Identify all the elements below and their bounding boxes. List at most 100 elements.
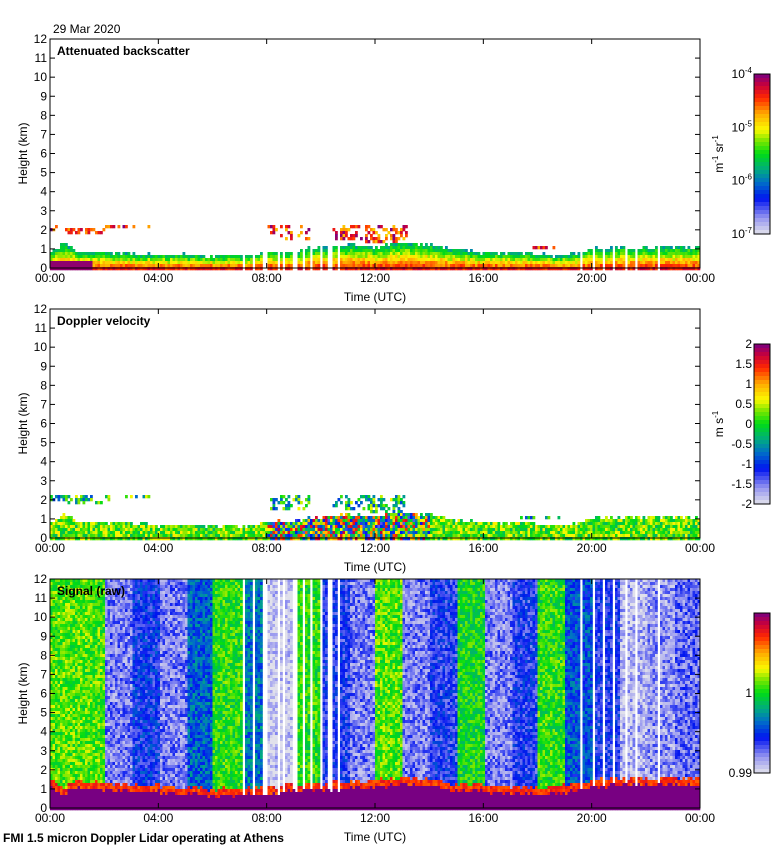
heatmap-cell xyxy=(67,660,71,664)
heatmap-cell xyxy=(637,267,641,271)
heatmap-cell xyxy=(325,255,328,259)
heatmap-cell xyxy=(650,534,653,538)
heatmap-cell xyxy=(350,225,353,229)
heatmap-cell xyxy=(62,675,66,679)
heatmap-cell xyxy=(355,534,358,538)
heatmap-cell xyxy=(55,768,58,772)
heatmap-cell xyxy=(325,534,328,538)
heatmap-cell xyxy=(450,531,453,535)
heatmap-cell xyxy=(375,525,378,529)
heatmap-cell xyxy=(265,531,268,535)
heatmap-cell xyxy=(67,699,71,703)
heatmap-cell xyxy=(55,525,58,529)
heatmap-cell xyxy=(417,261,421,265)
heatmap-cell xyxy=(67,741,71,745)
heatmap-cell xyxy=(137,525,141,529)
heatmap-cell xyxy=(575,528,578,532)
heatmap-cell xyxy=(107,264,111,268)
heatmap-cell xyxy=(102,228,106,232)
heatmap-cell xyxy=(530,528,533,532)
heatmap-cell xyxy=(145,264,148,268)
heatmap-cell xyxy=(650,267,653,271)
heatmap-cell xyxy=(52,579,56,583)
heatmap-cell xyxy=(200,528,203,532)
heatmap-cell xyxy=(565,525,568,529)
heatmap-cell xyxy=(87,267,91,271)
heatmap-cell xyxy=(137,534,141,538)
heatmap-cell xyxy=(115,252,118,256)
heatmap-cell xyxy=(55,603,58,607)
heatmap-cell xyxy=(75,528,78,532)
heatmap-cell xyxy=(505,534,508,538)
heatmap-cell xyxy=(55,591,58,595)
heatmap-cell xyxy=(597,255,601,259)
heatmap-cell xyxy=(70,792,73,796)
heatmap-cell xyxy=(437,534,441,538)
heatmap-cell xyxy=(477,525,481,529)
heatmap-cell xyxy=(420,516,423,520)
heatmap-cell xyxy=(460,249,463,253)
heatmap-cell xyxy=(50,645,53,649)
heatmap-cell xyxy=(650,519,653,523)
heatmap-cell xyxy=(200,261,203,265)
heatmap-cell xyxy=(632,531,636,535)
heatmap-cell xyxy=(132,525,136,529)
heatmap-cell xyxy=(80,648,83,652)
heatmap-cell xyxy=(522,528,526,532)
heatmap-cell xyxy=(75,648,78,652)
heatmap-cell xyxy=(82,666,86,670)
heatmap-cell xyxy=(215,261,218,265)
heatmap-cell xyxy=(72,744,76,748)
heatmap-cell xyxy=(357,249,361,253)
heatmap-cell xyxy=(135,534,138,538)
heatmap-cell xyxy=(60,261,63,265)
heatmap-cell xyxy=(395,501,398,505)
heatmap-cell xyxy=(370,501,373,505)
heatmap-cell xyxy=(50,747,53,751)
heatmap-cell xyxy=(67,744,71,748)
heatmap-cell xyxy=(307,534,311,538)
heatmap-cell xyxy=(120,267,123,271)
heatmap-cell xyxy=(572,261,576,265)
heatmap-cell xyxy=(60,267,63,271)
heatmap-cell xyxy=(177,261,181,265)
heatmap-cell xyxy=(77,606,81,610)
heatmap-cell xyxy=(602,534,606,538)
heatmap-cell xyxy=(477,537,481,541)
colorbar-segment xyxy=(754,464,770,469)
heatmap-cell xyxy=(432,261,436,265)
heatmap-cell xyxy=(100,531,103,535)
heatmap-cell xyxy=(247,528,251,532)
heatmap-cell xyxy=(345,246,348,250)
heatmap-cell xyxy=(415,255,418,259)
heatmap-cell xyxy=(52,795,56,799)
heatmap-cell xyxy=(180,531,183,535)
heatmap-cell xyxy=(380,264,383,268)
heatmap-cell xyxy=(635,534,638,538)
heatmap-cell xyxy=(317,261,321,265)
heatmap-cell xyxy=(82,696,86,700)
heatmap-cell xyxy=(252,537,256,541)
heatmap-cell xyxy=(460,255,463,259)
heatmap-cell xyxy=(77,729,81,733)
heatmap-cell xyxy=(675,246,678,250)
heatmap-cell xyxy=(575,258,578,262)
heatmap-cell xyxy=(312,531,316,535)
heatmap-cell xyxy=(52,600,56,604)
heatmap-cell xyxy=(72,750,76,754)
heatmap-cell xyxy=(57,621,61,625)
heatmap-cell xyxy=(577,528,581,532)
heatmap-cell xyxy=(462,249,466,253)
heatmap-cell xyxy=(370,261,373,265)
heatmap-cell xyxy=(400,252,403,256)
heatmap-cell xyxy=(385,528,388,532)
heatmap-cell xyxy=(60,642,63,646)
heatmap-cell xyxy=(52,801,56,805)
heatmap-cell xyxy=(67,768,71,772)
heatmap-cell xyxy=(397,237,401,241)
heatmap-cell xyxy=(435,261,438,265)
heatmap-cell xyxy=(67,702,71,706)
heatmap-cell xyxy=(457,255,461,259)
heatmap-cell xyxy=(385,504,388,508)
heatmap-cell xyxy=(50,603,53,607)
